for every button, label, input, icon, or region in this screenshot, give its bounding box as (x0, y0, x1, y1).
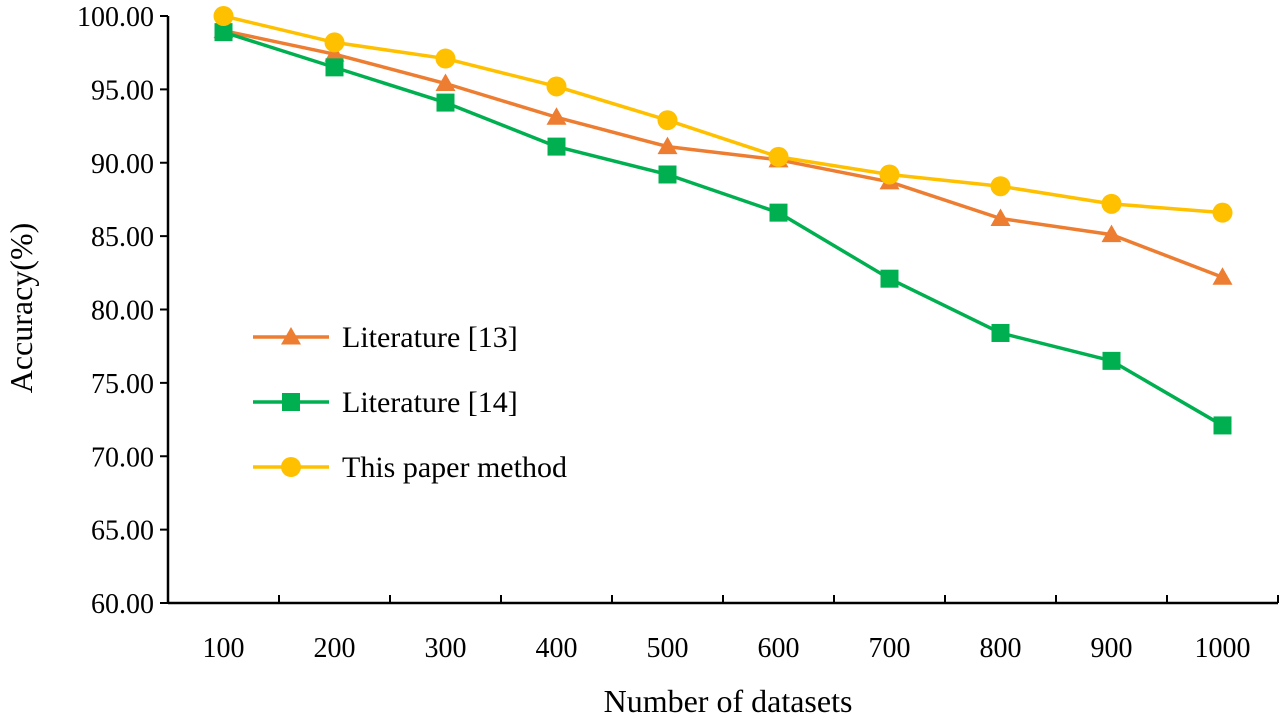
series-line (223, 14, 1223, 215)
data-point-triangle (324, 44, 345, 62)
data-point-circle (879, 164, 900, 185)
series-line (223, 28, 1224, 279)
x-tick-label: 600 (758, 633, 800, 664)
legend-item: Literature [13] (253, 321, 518, 354)
data-point-square (880, 269, 899, 288)
series-2 (214, 23, 1232, 435)
series-3 (213, 6, 1233, 223)
series-1 (213, 20, 1233, 285)
data-point-square (436, 93, 455, 112)
y-tick-label: 80.00 (91, 296, 154, 327)
data-point-square (991, 323, 1010, 342)
legend-item: Literature [14] (253, 386, 518, 419)
data-point-circle (1212, 202, 1233, 223)
data-point-square (214, 23, 233, 42)
series-line (222, 30, 1224, 427)
x-tick-label: 400 (536, 633, 578, 664)
data-point-circle (435, 48, 456, 69)
legend-label: This paper method (342, 451, 567, 484)
data-point-circle (768, 146, 789, 167)
x-tick-label: 200 (314, 633, 356, 664)
x-axis-ticks: 100 200 300 400 500 600 700 800 900 1000 (203, 595, 1279, 664)
data-point-circle (1101, 193, 1122, 214)
y-axis-title: Accuracy(%) (3, 223, 39, 394)
data-point-square (325, 58, 344, 77)
data-point-square (658, 165, 677, 184)
data-point-circle (324, 32, 345, 53)
y-tick-label: 60.00 (91, 589, 154, 620)
legend-label: Literature [14] (342, 386, 518, 419)
y-tick-label: 85.00 (91, 222, 154, 253)
y-tick-label: 70.00 (91, 442, 154, 473)
x-tick-label: 500 (647, 633, 689, 664)
legend-label: Literature [13] (342, 321, 518, 354)
data-point-circle (546, 76, 567, 97)
y-tick-label: 95.00 (91, 75, 154, 106)
data-point-circle (990, 176, 1011, 197)
data-point-triangle (435, 73, 456, 92)
data-point-triangle (657, 136, 678, 155)
data-point-square (547, 137, 566, 156)
axes (166, 16, 1278, 605)
data-point-triangle (1101, 224, 1122, 243)
data-point-square (1213, 416, 1232, 435)
legend-marker-square (282, 393, 300, 411)
y-axis-ticks: 60.00 65.00 70.00 75.00 80.00 85.00 90.00 95.00… (77, 2, 168, 620)
legend-item: This paper method (253, 451, 567, 484)
data-point-circle (213, 6, 234, 26)
x-tick-label: 700 (869, 633, 911, 664)
x-tick-label: 100 (203, 633, 245, 664)
y-tick-label: 90.00 (91, 149, 154, 180)
data-point-square (769, 203, 788, 222)
series-layer (213, 6, 1233, 435)
x-tick-label: 1000 (1195, 633, 1251, 664)
legend: Literature [13] Literature [14] This paper… (253, 321, 567, 484)
x-axis-title: Number of datasets (604, 683, 853, 719)
x-tick-label: 900 (1091, 633, 1133, 664)
data-point-triangle (546, 107, 567, 125)
y-tick-label: 75.00 (91, 369, 154, 400)
legend-marker-circle (281, 457, 301, 477)
data-point-square (1102, 351, 1121, 370)
x-tick-label: 800 (980, 633, 1022, 664)
data-point-triangle (990, 208, 1011, 227)
data-point-triangle (1212, 267, 1233, 285)
x-tick-label: 300 (425, 633, 467, 664)
y-tick-label: 100.00 (77, 2, 154, 33)
y-tick-label: 65.00 (91, 516, 154, 547)
legend-marker-triangle (281, 327, 301, 345)
data-point-circle (657, 110, 678, 131)
